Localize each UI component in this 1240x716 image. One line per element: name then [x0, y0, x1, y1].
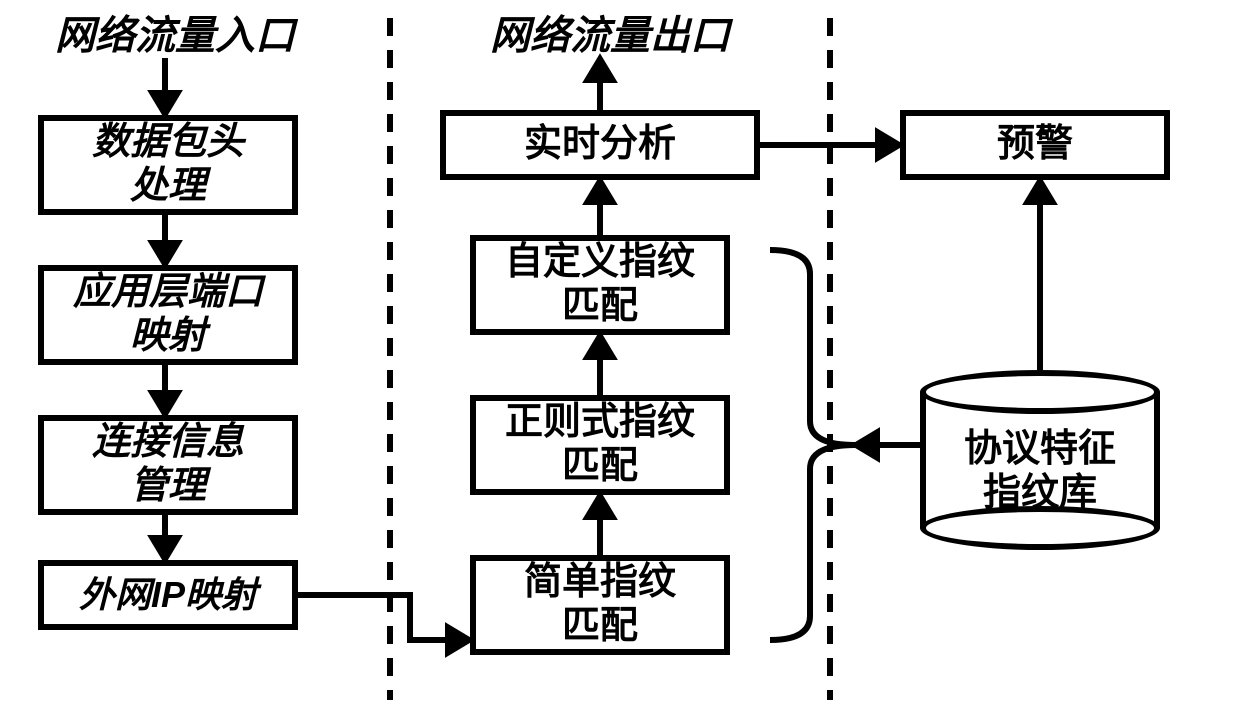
box-simple-match: 简单指纹匹配 [470, 555, 730, 655]
brace [770, 250, 855, 640]
box-port-mapping: 应用层端口映射 [38, 265, 298, 365]
box-custom-match: 自定义指纹匹配 [470, 235, 730, 335]
box-realtime-analysis: 实时分析 [440, 110, 760, 180]
box-packet-header: 数据包头处理 [38, 115, 298, 215]
flowchart-diagram: 网络流量入口 网络流量出口 数据包头处理 应用层端口映射 连接信息管理 外网IP… [0, 0, 1240, 716]
arrow-a_b4_m1 [298, 595, 470, 640]
box-alert: 预警 [900, 110, 1170, 180]
box-conn-manage: 连接信息管理 [38, 415, 298, 515]
box-regex-match: 正则式指纹匹配 [470, 395, 730, 495]
cylinder-fingerprint-db: 协议特征指纹库 [920, 370, 1160, 550]
box-ip-mapping: 外网IP映射 [38, 560, 298, 630]
column1-title: 网络流量入口 [55, 14, 295, 58]
column2-title: 网络流量出口 [490, 14, 730, 58]
